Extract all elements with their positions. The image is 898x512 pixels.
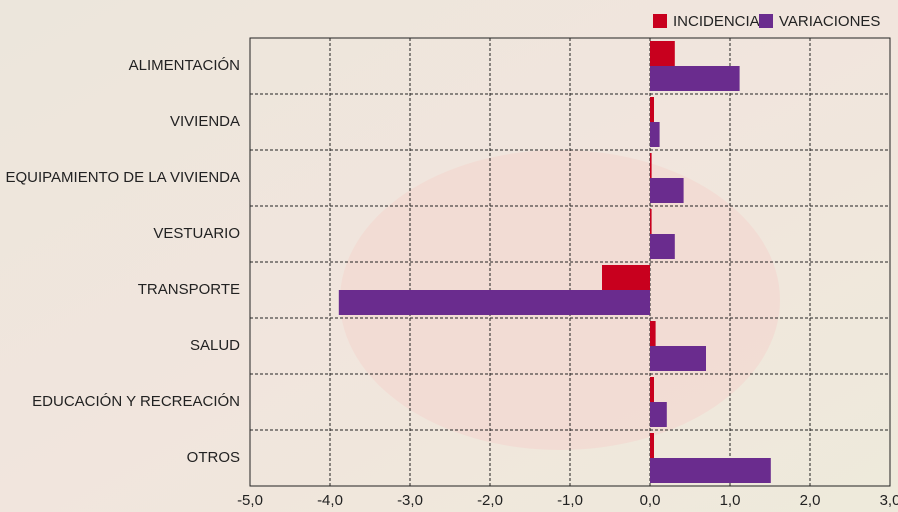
x-tick-label: 1,0 <box>720 492 741 509</box>
x-tick-label: -3,0 <box>397 492 423 509</box>
bar <box>650 377 654 402</box>
x-tick-label: 0,0 <box>640 492 661 509</box>
x-tick-label: -5,0 <box>237 492 263 509</box>
bar <box>650 433 654 458</box>
y-tick-label: VIVIENDA <box>170 113 240 130</box>
y-tick-label: EDUCACIÓN Y RECREACIÓN <box>32 393 240 410</box>
bar <box>650 346 706 371</box>
x-tick-label: -2,0 <box>477 492 503 509</box>
y-tick-label: SALUD <box>190 337 240 354</box>
y-tick-label: OTROS <box>187 449 240 466</box>
bar <box>650 402 667 427</box>
legend-swatch <box>759 14 773 28</box>
bar <box>650 97 654 122</box>
y-tick-label: TRANSPORTE <box>138 281 240 298</box>
y-tick-label: VESTUARIO <box>153 225 240 242</box>
bar <box>602 265 650 290</box>
bar <box>338 290 650 315</box>
legend-label: VARIACIONES <box>779 13 880 30</box>
bar <box>650 458 771 483</box>
legend-swatch <box>653 14 667 28</box>
x-tick-label: 2,0 <box>800 492 821 509</box>
legend-label: INCIDENCIAS <box>673 13 770 30</box>
y-tick-label: EQUIPAMIENTO DE LA VIVIENDA <box>5 169 240 186</box>
bar <box>650 321 656 346</box>
bar <box>650 178 684 203</box>
plot-frame <box>249 37 891 487</box>
bar <box>650 66 740 91</box>
x-tick-label: -1,0 <box>557 492 583 509</box>
y-tick-label: ALIMENTACIÓN <box>129 57 240 74</box>
bar <box>650 41 675 66</box>
x-tick-label: -4,0 <box>317 492 343 509</box>
bar <box>650 209 652 234</box>
bar <box>650 122 660 147</box>
bar <box>650 153 652 178</box>
bar <box>650 234 675 259</box>
x-tick-label: 3,0 <box>880 492 898 509</box>
